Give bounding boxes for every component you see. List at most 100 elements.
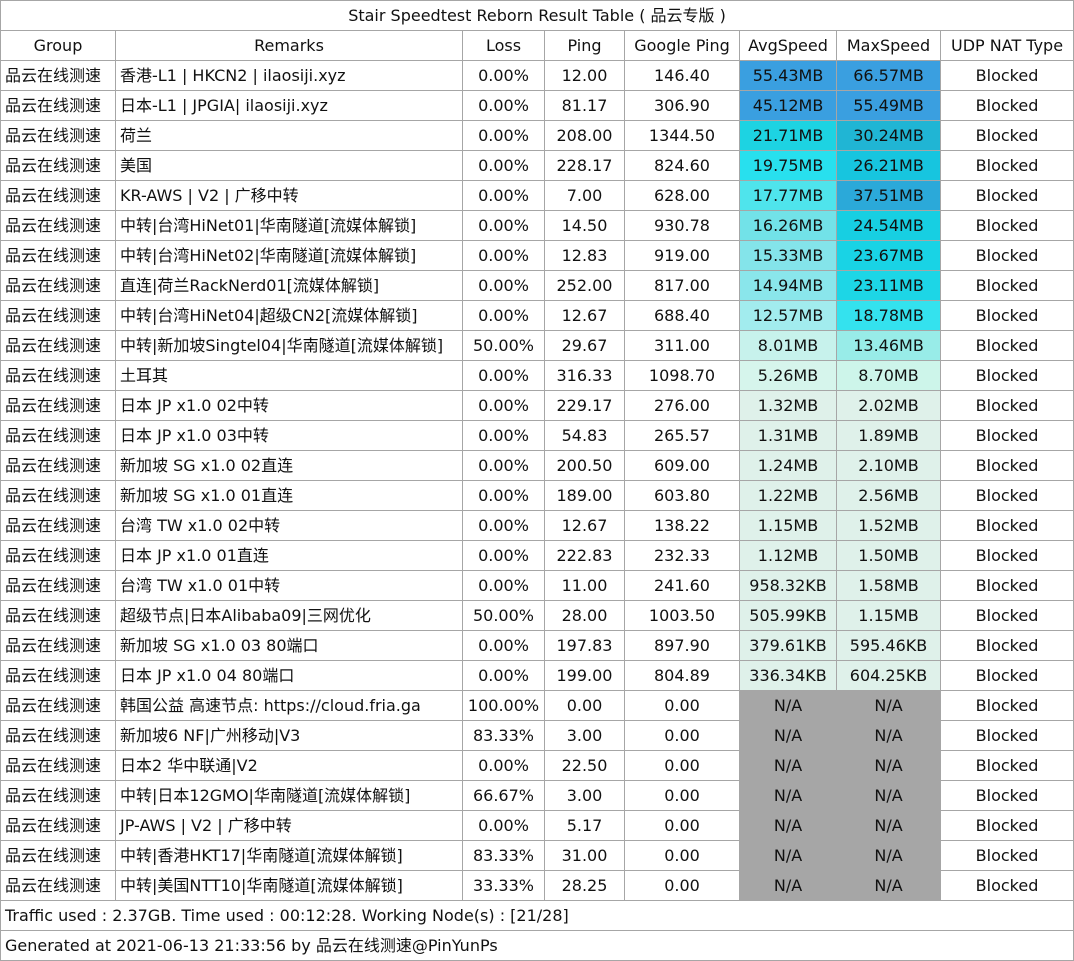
cell-avg-speed: 19.75MB (739, 150, 837, 181)
cell-max-speed: N/A (836, 840, 941, 871)
table-row: 品云在线测速 土耳其 0.00% 316.33 1098.70 5.26MB 8.70MB B… (0, 360, 1074, 391)
cell-remarks: 土耳其 (115, 360, 463, 391)
cell-loss: 0.00% (462, 180, 545, 211)
cell-loss: 0.00% (462, 570, 545, 601)
table-row: 品云在线测速 荷兰 0.00% 208.00 1344.50 21.71MB 30.24MB… (0, 120, 1074, 151)
cell-max-speed: N/A (836, 810, 941, 841)
cell-group: 品云在线测速 (0, 480, 116, 511)
table-row: 品云在线测速 韩国公益 高速节点: https://cloud.fria.ga 10… (0, 690, 1074, 721)
cell-udp-nat-type: Blocked (939, 300, 1074, 331)
cell-google-ping: 232.33 (624, 540, 740, 571)
cell-ping: 3.00 (544, 780, 625, 811)
cell-google-ping: 0.00 (624, 780, 740, 811)
cell-group: 品云在线测速 (0, 150, 116, 181)
cell-remarks: 日本 JP x1.0 01直连 (115, 540, 463, 571)
cell-udp-nat-type: Blocked (939, 660, 1074, 691)
cell-google-ping: 1344.50 (624, 120, 740, 151)
cell-avg-speed: 1.31MB (739, 420, 837, 451)
table-row: 品云在线测速 JP-AWS | V2 | 广移中转 0.00% 5.17 0.00 N/A… (0, 810, 1074, 841)
cell-remarks: KR-AWS | V2 | 广移中转 (115, 180, 463, 211)
cell-avg-speed: 12.57MB (739, 300, 837, 331)
cell-group: 品云在线测速 (0, 840, 116, 871)
cell-group: 品云在线测速 (0, 210, 116, 241)
header-google-ping: Google Ping (624, 30, 740, 61)
cell-loss: 0.00% (462, 420, 545, 451)
generated-info: Generated at 2021-06-13 21:33:56 by 品云在线… (0, 930, 1074, 961)
cell-loss: 0.00% (462, 510, 545, 541)
cell-max-speed: 26.21MB (836, 150, 941, 181)
cell-loss: 0.00% (462, 810, 545, 841)
cell-max-speed: 595.46KB (836, 630, 941, 661)
cell-google-ping: 0.00 (624, 750, 740, 781)
cell-loss: 0.00% (462, 480, 545, 511)
cell-ping: 81.17 (544, 90, 625, 121)
cell-google-ping: 0.00 (624, 810, 740, 841)
header-group: Group (0, 30, 116, 61)
cell-udp-nat-type: Blocked (939, 870, 1074, 901)
cell-remarks: 台湾 TW x1.0 02中转 (115, 510, 463, 541)
cell-group: 品云在线测速 (0, 540, 116, 571)
cell-google-ping: 930.78 (624, 210, 740, 241)
title-row: Stair Speedtest Reborn Result Table ( 品云… (0, 0, 1074, 31)
cell-ping: 12.00 (544, 60, 625, 91)
cell-udp-nat-type: Blocked (939, 90, 1074, 121)
cell-avg-speed: N/A (739, 840, 837, 871)
cell-group: 品云在线测速 (0, 720, 116, 751)
cell-google-ping: 0.00 (624, 870, 740, 901)
cell-max-speed: 30.24MB (836, 120, 941, 151)
cell-ping: 316.33 (544, 360, 625, 391)
cell-group: 品云在线测速 (0, 510, 116, 541)
cell-udp-nat-type: Blocked (939, 810, 1074, 841)
cell-group: 品云在线测速 (0, 90, 116, 121)
table-row: 品云在线测速 中转|美国NTT10|华南隧道[流媒体解锁] 33.33% 28.25 0… (0, 870, 1074, 901)
cell-avg-speed: N/A (739, 780, 837, 811)
cell-remarks: 中转|台湾HiNet02|华南隧道[流媒体解锁] (115, 240, 463, 271)
cell-remarks: 新加坡 SG x1.0 02直连 (115, 450, 463, 481)
cell-loss: 0.00% (462, 630, 545, 661)
cell-avg-speed: N/A (739, 750, 837, 781)
table-row: 品云在线测速 香港-L1 | HKCN2 | ilaosiji.xyz 0.00% 1… (0, 60, 1074, 91)
cell-loss: 0.00% (462, 660, 545, 691)
cell-udp-nat-type: Blocked (939, 390, 1074, 421)
cell-google-ping: 265.57 (624, 420, 740, 451)
cell-group: 品云在线测速 (0, 330, 116, 361)
cell-google-ping: 817.00 (624, 270, 740, 301)
table-row: 品云在线测速 直连|荷兰RackNerd01[流媒体解锁] 0.00% 252.00 8… (0, 270, 1074, 301)
cell-group: 品云在线测速 (0, 630, 116, 661)
cell-google-ping: 919.00 (624, 240, 740, 271)
cell-google-ping: 0.00 (624, 690, 740, 721)
cell-max-speed: N/A (836, 780, 941, 811)
table-row: 品云在线测速 日本 JP x1.0 01直连 0.00% 222.83 232.33 1.… (0, 540, 1074, 571)
cell-group: 品云在线测速 (0, 780, 116, 811)
table-row: 品云在线测速 中转|台湾HiNet01|华南隧道[流媒体解锁] 0.00% 14.50… (0, 210, 1074, 241)
result-rows: 品云在线测速 香港-L1 | HKCN2 | ilaosiji.xyz 0.00% 1… (0, 60, 1074, 901)
header-max-speed: MaxSpeed (836, 30, 941, 61)
cell-ping: 0.00 (544, 690, 625, 721)
cell-ping: 229.17 (544, 390, 625, 421)
cell-google-ping: 138.22 (624, 510, 740, 541)
header-udp-nat-type: UDP NAT Type (939, 30, 1074, 61)
cell-udp-nat-type: Blocked (939, 600, 1074, 631)
cell-google-ping: 0.00 (624, 840, 740, 871)
cell-ping: 28.25 (544, 870, 625, 901)
cell-max-speed: 55.49MB (836, 90, 941, 121)
cell-group: 品云在线测速 (0, 870, 116, 901)
cell-group: 品云在线测速 (0, 240, 116, 271)
cell-max-speed: N/A (836, 720, 941, 751)
cell-avg-speed: 21.71MB (739, 120, 837, 151)
cell-remarks: 荷兰 (115, 120, 463, 151)
cell-ping: 29.67 (544, 330, 625, 361)
cell-udp-nat-type: Blocked (939, 150, 1074, 181)
cell-remarks: 中转|日本12GMO|华南隧道[流媒体解锁] (115, 780, 463, 811)
cell-avg-speed: 1.22MB (739, 480, 837, 511)
cell-loss: 83.33% (462, 720, 545, 751)
cell-avg-speed: 8.01MB (739, 330, 837, 361)
cell-group: 品云在线测速 (0, 660, 116, 691)
cell-avg-speed: 1.32MB (739, 390, 837, 421)
cell-max-speed: 18.78MB (836, 300, 941, 331)
cell-max-speed: 2.10MB (836, 450, 941, 481)
cell-udp-nat-type: Blocked (939, 270, 1074, 301)
cell-google-ping: 688.40 (624, 300, 740, 331)
cell-remarks: 中转|新加坡Singtel04|华南隧道[流媒体解锁] (115, 330, 463, 361)
cell-loss: 100.00% (462, 690, 545, 721)
